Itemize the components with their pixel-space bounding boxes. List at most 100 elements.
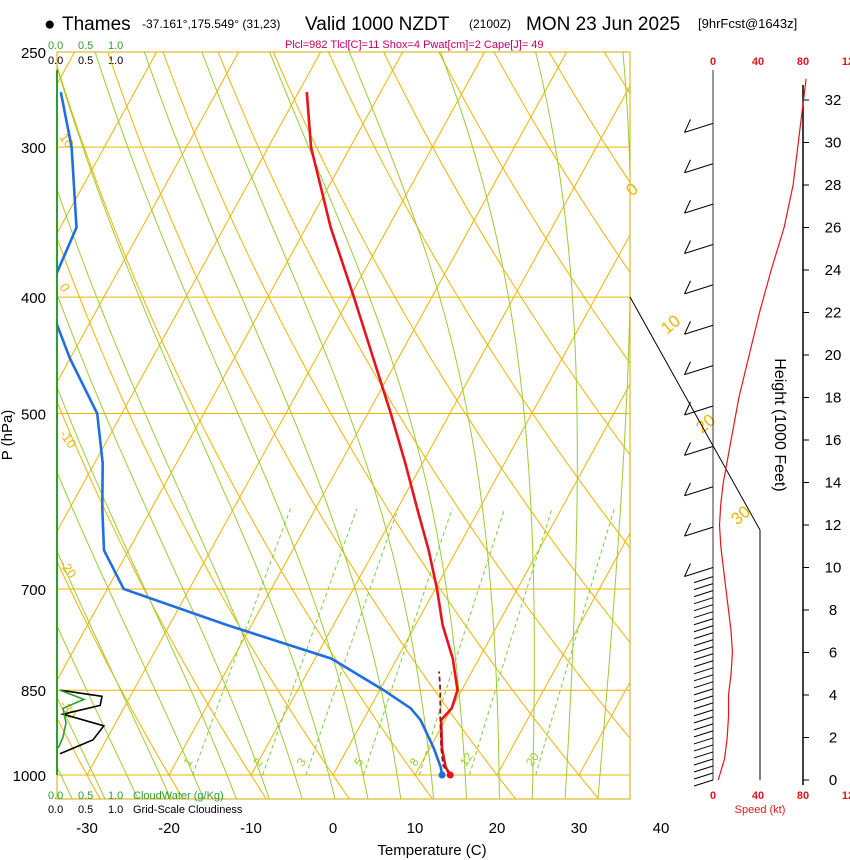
temperature-tick-label: 40: [653, 820, 670, 837]
thermo-grid: [57, 31, 850, 801]
wind-barb-flag: [684, 321, 691, 335]
cloudiness-label: Grid-Scale Cloudiness: [133, 804, 243, 816]
wind-panel: 0246810121416182022242628303200404080801…: [629, 56, 850, 802]
wind-barb: [693, 758, 714, 766]
speed-tick-label-top: 0: [710, 56, 716, 68]
temperature-tick-label: -30: [76, 820, 98, 837]
wind-barb: [684, 405, 714, 416]
top-green-tick: 0.5: [78, 40, 93, 52]
pressure-tick-label: 400: [21, 290, 46, 307]
moist-adiabat-line: [201, 52, 435, 799]
mixing-ratio-line: [262, 508, 358, 776]
speed-tick-label-bottom: 40: [752, 790, 764, 802]
theta-label: 0: [622, 179, 641, 200]
temperature-tick-label: -10: [240, 820, 262, 837]
mixing-ratio-line: [305, 508, 399, 776]
moist-adiabat-line: [57, 696, 106, 799]
height-tick-label: 2: [829, 730, 837, 747]
title-date: MON 23 Jun 2025: [526, 14, 680, 35]
bottom-green-tick: 1.0: [108, 790, 123, 802]
wind-barb: [684, 526, 714, 537]
height-tick-label: 8: [829, 602, 837, 619]
wind-barb: [693, 639, 714, 647]
wind-barb: [693, 646, 714, 654]
y-axis-label: P (hPa): [0, 410, 16, 461]
wind-barb: [693, 576, 714, 584]
moist-adiabat-line: [348, 52, 500, 799]
moist-adiabat-line: [57, 549, 172, 799]
bottom-cloud-scales: 0.0 0.5 1.0 CloudWater (g/Kg) 0.0 0.5 1.…: [48, 790, 243, 816]
theta-label: 30: [727, 502, 754, 529]
moist-adiabat-line: [57, 624, 139, 799]
wind-barb-flag: [684, 199, 691, 214]
isotherm-line: [168, 52, 568, 776]
dry-adiabat-line: [646, 31, 850, 801]
wind-barb: [684, 244, 714, 254]
pressure-tick-label: 500: [21, 407, 46, 424]
wind-barb: [693, 779, 714, 787]
dry-adiabat-line: [57, 716, 101, 799]
dry-adiabat-line: [107, 52, 517, 799]
wind-barb: [693, 611, 714, 619]
dewpoint-line: [57, 91, 444, 776]
wind-barb: [693, 716, 714, 724]
parcel-line: [438, 671, 452, 776]
isotherm-line: [57, 52, 322, 533]
height-tick-label: 26: [825, 220, 842, 237]
plot-frame: [56, 51, 631, 800]
dry-adiabat-line: [327, 52, 630, 549]
wind-barb-flag: [684, 401, 691, 416]
mixing-ratio-line: [363, 508, 453, 776]
height-tick-label: 14: [825, 475, 842, 492]
wind-barb: [693, 618, 714, 626]
height-tick-label: 22: [825, 305, 842, 322]
wind-barb: [693, 653, 714, 661]
speed-tick-label-top: 12: [842, 56, 850, 68]
height-tick-label: 6: [829, 645, 837, 662]
mixing-ratio-label: 3: [294, 755, 309, 769]
height-tick-label: 4: [829, 687, 837, 704]
wind-barb-flag: [684, 563, 691, 577]
top-green-tick: 0.0: [48, 40, 63, 52]
isotherm-line: [332, 233, 630, 776]
height-tick-label: 30: [825, 135, 842, 152]
speed-tick-label-top: 80: [797, 56, 809, 68]
temperature-tick-label: 0: [329, 820, 337, 837]
dry-adiabat-line: [272, 52, 630, 644]
wind-barb: [684, 567, 714, 577]
surface-temperature-dot: [446, 771, 454, 779]
isotherm-line: [86, 52, 486, 776]
top-black-tick: 1.0: [108, 55, 123, 67]
height-tick-label: 28: [825, 177, 842, 194]
pressure-tick-label: 700: [21, 582, 46, 599]
pressure-tick-label: 300: [21, 140, 46, 157]
wind-barb-flag: [684, 280, 691, 295]
mixing-ratio-label: 12: [457, 750, 476, 769]
wind-barb: [684, 324, 714, 335]
height-tick-label: 24: [825, 262, 842, 279]
wind-barb: [693, 597, 714, 605]
wind-barb: [693, 765, 714, 773]
title-location: Thames: [62, 14, 131, 35]
isotherm-label: -20: [57, 557, 80, 581]
wind-barb-flag: [684, 119, 691, 133]
wind-barb: [693, 681, 714, 689]
moist-adiabat-line: [535, 52, 578, 799]
wind-barb: [693, 660, 714, 668]
dry-adiabat-line: [57, 64, 434, 799]
height-tick-label: 32: [825, 92, 842, 109]
dry-adiabat-line: [162, 52, 600, 799]
dry-adiabat-line: [383, 52, 630, 456]
temperature-line: [305, 92, 459, 776]
wind-barb: [693, 744, 714, 752]
wind-barb: [684, 203, 714, 214]
cloudwater-line: [57, 689, 87, 749]
title-valid: Valid 1000 NZDT: [305, 14, 450, 35]
bottom-black-tick: 0.0: [48, 804, 63, 816]
wind-barb: [693, 632, 714, 640]
isotherm-line: [57, 52, 404, 682]
speed-tick-label-bottom: 80: [797, 790, 809, 802]
theta-label: 10: [657, 311, 684, 338]
